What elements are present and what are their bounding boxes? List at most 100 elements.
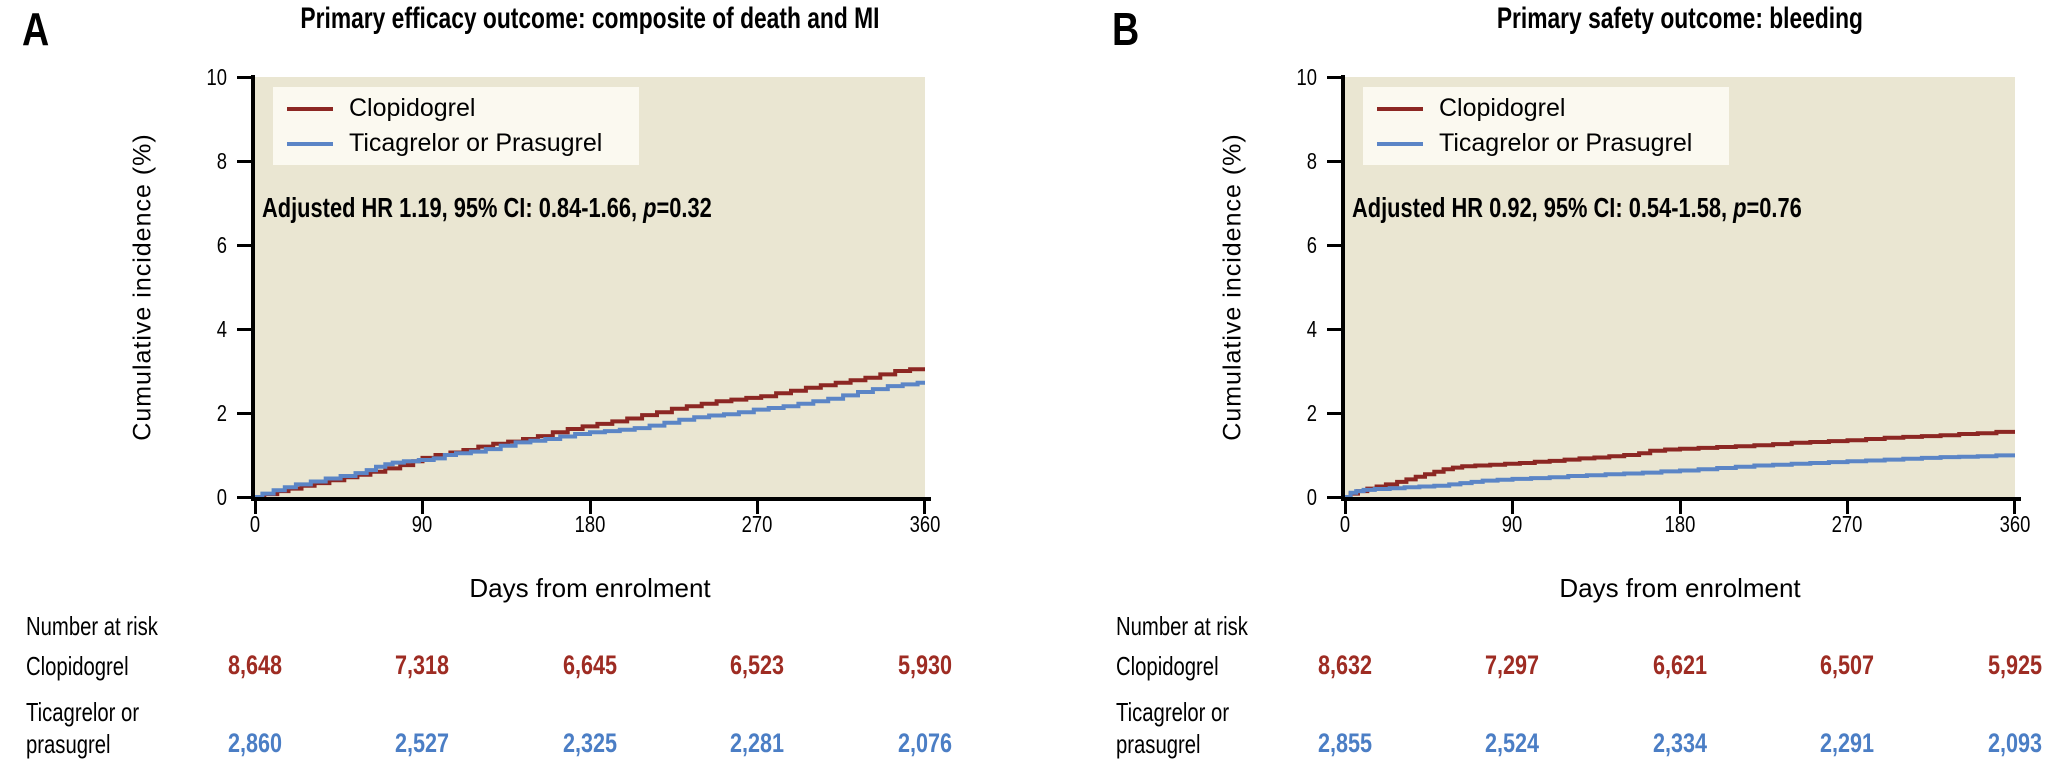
y-axis-label: Cumulative incidence (%) — [128, 133, 157, 441]
y-tick — [237, 328, 251, 331]
y-tick-label: 8 — [216, 148, 227, 174]
y-tick — [237, 76, 251, 79]
legend-label: Ticagrelor or Prasugrel — [1439, 129, 1693, 157]
x-tick-label: 270 — [741, 511, 773, 537]
km-curve-ticagrelor-or-prasugrel — [255, 380, 925, 497]
y-axis-label: Cumulative incidence (%) — [1218, 133, 1247, 441]
panel-letter: A — [22, 3, 50, 55]
risk-value: 7,318 — [394, 650, 450, 680]
km-curve-clopidogrel — [1345, 429, 2015, 497]
y-tick — [1327, 76, 1341, 79]
x-tick-label: 180 — [1664, 511, 1696, 537]
km-curve-ticagrelor-or-prasugrel — [1345, 453, 2015, 497]
x-tick-label: 360 — [1999, 511, 2031, 537]
y-tick-label: 4 — [216, 316, 227, 342]
panel-title: Primary efficacy outcome: composite of d… — [300, 2, 880, 35]
x-tick-label: 90 — [1501, 511, 1523, 537]
legend-row-ticagrelor: Ticagrelor or Prasugrel — [1363, 129, 1729, 157]
y-tick — [1327, 328, 1341, 331]
risk-value: 2,076 — [897, 728, 953, 758]
y-tick-label: 2 — [1306, 400, 1317, 426]
risk-row-label-clopidogrel: Clopidogrel — [1116, 651, 1219, 681]
x-tick-label: 270 — [1831, 511, 1863, 537]
legend-row-clopidogrel: Clopidogrel — [1363, 94, 1729, 122]
y-tick-label: 10 — [1296, 64, 1317, 90]
risk-row-label-ticagrelor-line2: prasugrel — [26, 729, 111, 759]
x-tick — [756, 501, 759, 514]
panel-b: B Primary safety outcome: bleeding 0 2 4… — [1090, 0, 2067, 782]
hazard-ratio-annotation: Adjusted HR 1.19, 95% CI: 0.84-1.66, p=0… — [262, 192, 712, 224]
x-tick — [1679, 501, 1682, 514]
x-tick — [1846, 501, 1849, 514]
risk-value: 6,645 — [562, 650, 618, 680]
km-curves-svg — [255, 367, 925, 497]
risk-value: 2,855 — [1317, 728, 1373, 758]
risk-value: 2,860 — [227, 728, 283, 758]
y-tick — [1327, 412, 1341, 415]
risk-value: 6,523 — [729, 650, 785, 680]
panel-title: Primary safety outcome: bleeding — [1496, 2, 1864, 35]
legend-row-ticagrelor: Ticagrelor or Prasugrel — [273, 129, 639, 157]
hr-p-italic: p — [643, 192, 657, 223]
hr-p-value: =0.76 — [1746, 192, 1802, 223]
x-tick-label: 0 — [249, 511, 261, 537]
legend-row-clopidogrel: Clopidogrel — [273, 94, 639, 122]
clopidogrel-line-swatch — [1377, 106, 1423, 111]
risk-row-label-ticagrelor-line1: Ticagrelor or — [26, 697, 140, 727]
risk-value: 2,291 — [1819, 728, 1875, 758]
risk-value: 8,632 — [1317, 650, 1373, 680]
y-tick-label: 0 — [216, 484, 227, 510]
risk-value: 2,527 — [394, 728, 450, 758]
x-tick — [421, 501, 424, 514]
legend-label: Clopidogrel — [1439, 94, 1566, 122]
hazard-ratio-annotation: Adjusted HR 0.92, 95% CI: 0.54-1.58, p=0… — [1352, 192, 1802, 224]
panel-letter: B — [1112, 3, 1140, 55]
number-at-risk-header: Number at risk — [26, 611, 158, 641]
x-axis-label: Days from enrolment — [469, 573, 711, 603]
ticagrelor-line-swatch — [287, 141, 333, 146]
risk-row-label-ticagrelor-line1: Ticagrelor or — [1116, 697, 1230, 727]
y-tick-label: 4 — [1306, 316, 1317, 342]
risk-row-label-ticagrelor-line2: prasugrel — [1116, 729, 1201, 759]
panel-a: A Primary efficacy outcome: composite of… — [0, 0, 977, 782]
x-tick — [254, 501, 257, 514]
hr-text: Adjusted HR 0.92, 95% CI: 0.54-1.58, — [1352, 192, 1734, 223]
y-tick — [237, 160, 251, 163]
risk-value: 2,281 — [729, 728, 785, 758]
risk-value: 7,297 — [1484, 650, 1540, 680]
x-tick — [589, 501, 592, 514]
hr-p-italic: p — [1733, 192, 1747, 223]
legend: Clopidogrel Ticagrelor or Prasugrel — [273, 87, 639, 165]
y-tick-label: 2 — [216, 400, 227, 426]
km-curves-svg — [1345, 429, 2015, 497]
x-tick-label: 180 — [574, 511, 606, 537]
y-tick-label: 8 — [1306, 148, 1317, 174]
risk-value: 2,093 — [1987, 728, 2043, 758]
x-tick — [923, 501, 926, 514]
risk-value: 2,334 — [1652, 728, 1708, 758]
x-tick — [1344, 501, 1347, 514]
panel-title-wrap: Primary efficacy outcome: composite of d… — [155, 2, 1025, 36]
risk-value: 5,925 — [1987, 650, 2043, 680]
y-tick-label: 6 — [216, 232, 227, 258]
hr-p-value: =0.32 — [656, 192, 712, 223]
y-tick — [1327, 496, 1341, 499]
x-axis-line — [251, 497, 931, 501]
x-tick-label: 90 — [411, 511, 433, 537]
hr-text: Adjusted HR 1.19, 95% CI: 0.84-1.66, — [262, 192, 644, 223]
x-tick-label: 360 — [909, 511, 941, 537]
risk-value: 6,507 — [1819, 650, 1875, 680]
y-tick-label: 0 — [1306, 484, 1317, 510]
y-axis-line — [1341, 75, 1345, 501]
x-axis-line — [1341, 497, 2021, 501]
risk-value: 5,930 — [897, 650, 953, 680]
legend-label: Clopidogrel — [349, 94, 476, 122]
y-tick-label: 10 — [206, 64, 227, 90]
y-tick — [1327, 244, 1341, 247]
x-tick-label: 0 — [1339, 511, 1351, 537]
x-tick — [1511, 501, 1514, 514]
x-axis-label: Days from enrolment — [1559, 573, 1801, 603]
clopidogrel-line-swatch — [287, 106, 333, 111]
risk-value: 8,648 — [227, 650, 283, 680]
